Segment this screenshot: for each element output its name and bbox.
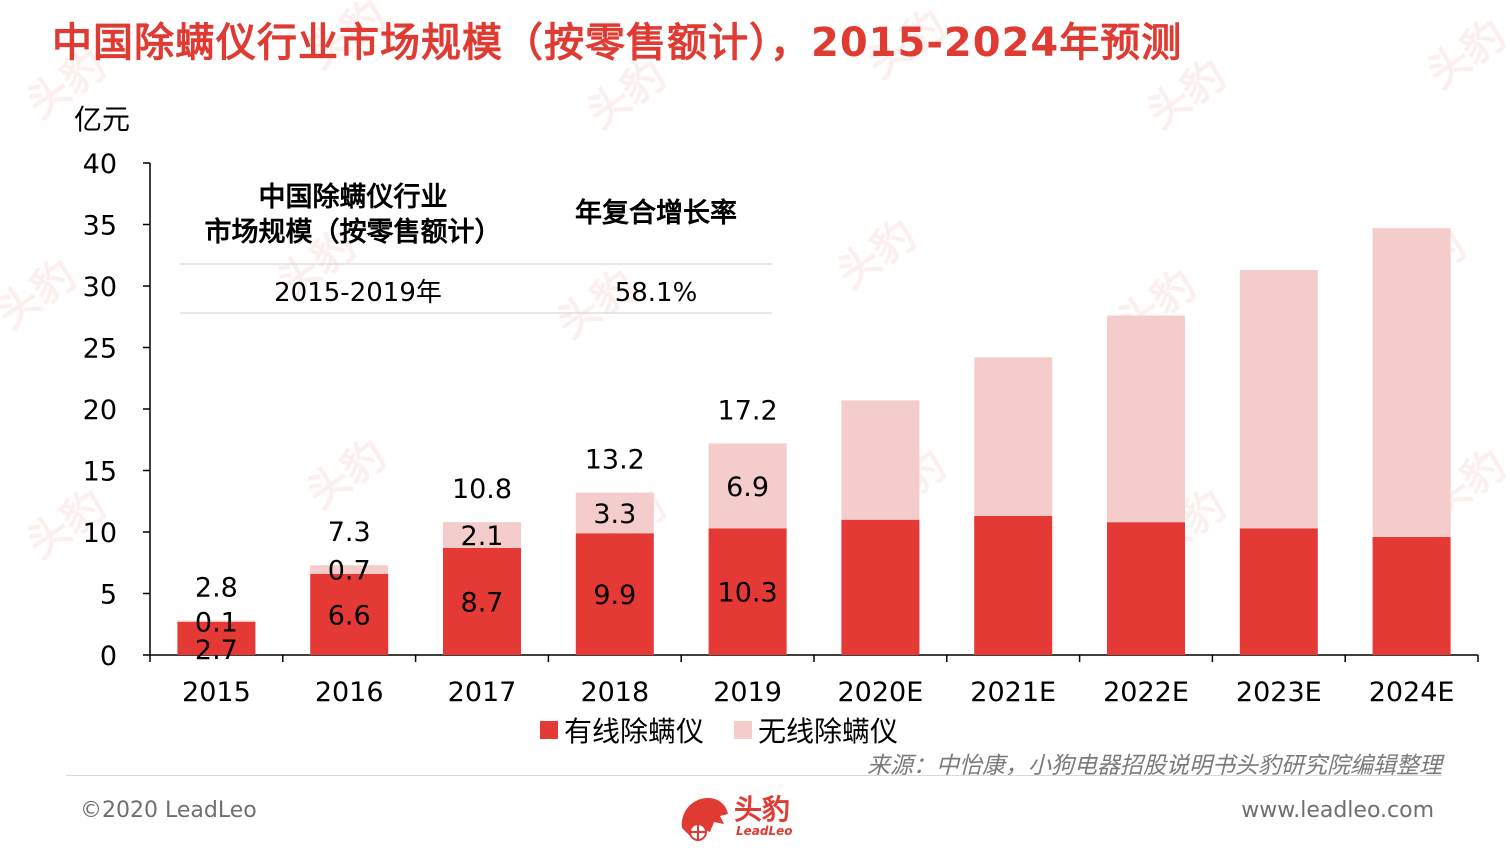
x-tick-label: 2017 xyxy=(448,677,517,708)
bar-wireless xyxy=(974,357,1053,517)
data-label-wireless: 0.1 xyxy=(195,608,238,639)
bar-wired xyxy=(841,519,920,655)
bar-wireless xyxy=(575,492,654,534)
copyright-text: ©2020 LeadLeo xyxy=(80,798,257,823)
data-label-wired: 9.9 xyxy=(593,580,636,611)
y-tick-label: 40 xyxy=(83,149,117,180)
x-tick-label: 2021E xyxy=(970,677,1056,708)
legend: 有线除螨仪 无线除螨仪 xyxy=(540,710,928,750)
y-tick-label: 10 xyxy=(83,518,117,549)
bar-labels: 2015 2.70.1 2.8 2016 6.6 0.7 7.3 2017 8.7 2.1 10.8… xyxy=(182,395,1454,708)
data-label-total: 17.2 xyxy=(718,395,778,426)
bar-wireless xyxy=(177,620,256,622)
bar-wireless xyxy=(1372,228,1451,537)
x-tick-label: 2022E xyxy=(1103,677,1189,708)
website-link[interactable]: www.leadleo.com xyxy=(1241,798,1434,823)
bar-wired xyxy=(310,573,389,655)
bars xyxy=(177,228,1451,655)
data-label-wired: 10.3 xyxy=(718,578,778,609)
data-label-wired: 2.7 xyxy=(195,635,238,666)
bar-wireless xyxy=(841,400,920,520)
bar-wired xyxy=(1372,536,1451,655)
legend-swatch-wired xyxy=(540,721,558,739)
watermark-text: 头豹 xyxy=(828,210,925,298)
x-tick-label: 2024E xyxy=(1369,677,1455,708)
data-label-wireless: 3.3 xyxy=(593,499,636,530)
data-label-wired: 8.7 xyxy=(461,587,504,618)
bar-wireless xyxy=(443,522,521,548)
x-tick-label: 2019 xyxy=(713,677,782,708)
watermark-text: 头豹 xyxy=(858,0,955,88)
y-tick-label: 0 xyxy=(100,641,117,672)
bar-wireless xyxy=(708,443,787,529)
source-note: 来源：中怡康，小狗电器招股说明书头豹研究院编辑整理 xyxy=(867,753,1442,779)
bar-wired xyxy=(1107,522,1185,655)
watermark-text: 头豹 xyxy=(578,50,675,138)
watermark-text: 头豹 xyxy=(298,0,395,78)
data-label-wired: 6.6 xyxy=(328,600,371,631)
data-label-wireless: 6.9 xyxy=(726,472,769,503)
y-tick-label: 15 xyxy=(83,457,117,488)
table-row-cagr: 58.1% xyxy=(615,278,698,308)
table-header-col1-line1: 中国除螨仪行业 xyxy=(259,181,448,213)
bar-wireless xyxy=(1239,270,1318,529)
x-tick-label: 2015 xyxy=(182,677,251,708)
watermark-text: 头豹 xyxy=(298,430,395,518)
x-tick-label: 2018 xyxy=(580,677,649,708)
data-label-total: 10.8 xyxy=(452,474,512,505)
y-tick-label: 35 xyxy=(83,211,117,242)
chart-title: 中国除螨仪行业市场规模（按零售额计），2015-2024年预测 xyxy=(52,20,1183,66)
x-tick-label: 2023E xyxy=(1236,677,1322,708)
y-tick-label: 5 xyxy=(100,580,117,611)
legend-label-wired: 有线除螨仪 xyxy=(564,715,705,748)
bar-wired xyxy=(1239,528,1318,655)
y-tick-label: 30 xyxy=(83,272,117,303)
data-label-total: 2.8 xyxy=(195,573,238,604)
watermark-text: 头豹 xyxy=(0,250,85,338)
logo-subtext: LeadLeo xyxy=(736,824,793,838)
watermark-text: 头豹 xyxy=(18,40,115,128)
data-label-total: 13.2 xyxy=(585,445,645,476)
data-label-wireless: 2.1 xyxy=(461,521,504,552)
y-tick-label: 20 xyxy=(83,395,117,426)
bar-wireless xyxy=(1107,315,1185,523)
x-tick-label: 2020E xyxy=(838,677,924,708)
y-axis-unit-label: 亿元 xyxy=(74,103,131,136)
cagr-table: 中国除螨仪行业 市场规模（按零售额计） 年复合增长率 2015-2019年 58… xyxy=(180,181,772,314)
bar-wireless xyxy=(310,565,389,574)
legend-swatch-wireless xyxy=(734,721,753,739)
watermark-text: 头豹 xyxy=(1418,10,1510,98)
bar-wired xyxy=(974,516,1053,655)
logo-text: 头豹 xyxy=(734,793,791,826)
legend-item-wireless: 无线除螨仪 xyxy=(734,710,898,750)
legend-item-wired: 有线除螨仪 xyxy=(540,710,704,750)
table-header-col1-line2: 市场规模（按零售额计） xyxy=(205,216,502,248)
leopard-logo-icon xyxy=(681,798,728,841)
bar-wired xyxy=(708,528,787,655)
data-label-total: 7.3 xyxy=(328,517,371,548)
bar-wired xyxy=(177,621,256,655)
table-header-col2: 年复合增长率 xyxy=(575,197,737,229)
table-row-period: 2015-2019年 xyxy=(274,278,442,308)
bar-wired xyxy=(443,547,521,655)
legend-label-wireless: 无线除螨仪 xyxy=(758,715,899,748)
leadleo-logo: 头豹 LeadLeo xyxy=(676,786,836,846)
x-tick-label: 2016 xyxy=(315,677,384,708)
data-label-wireless: 0.7 xyxy=(328,556,371,587)
bar-wired xyxy=(575,533,654,655)
y-tick-label: 25 xyxy=(83,334,117,365)
footer-divider xyxy=(66,775,1442,776)
stacked-bar-chart: 头豹头豹头豹头豹头豹头豹头豹头豹头豹头豹头豹头豹头豹头豹头豹头豹头豹头豹 中国除… xyxy=(0,0,1510,708)
watermark-text: 头豹 xyxy=(1138,50,1235,138)
